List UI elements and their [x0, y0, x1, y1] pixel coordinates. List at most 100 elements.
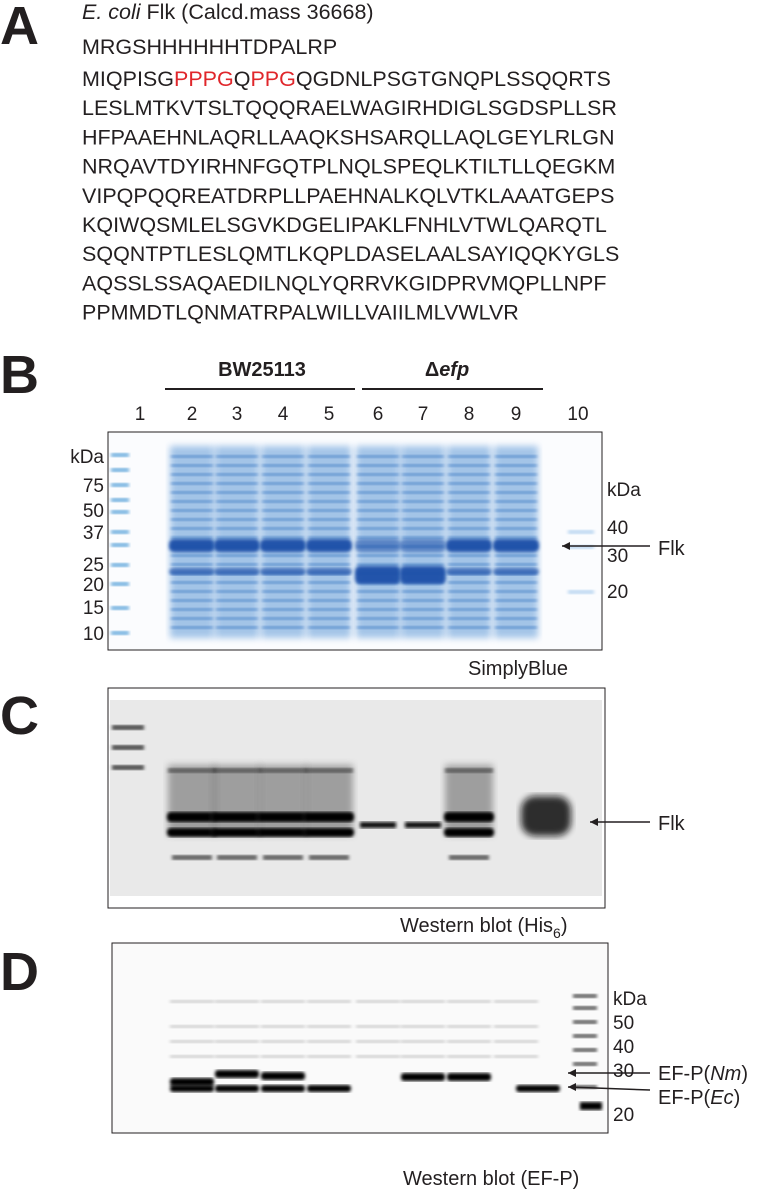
gel-bands: [111, 446, 594, 638]
band: [445, 768, 493, 773]
band: [308, 554, 350, 557]
ladder-band: [111, 606, 129, 610]
band: [357, 554, 399, 557]
sequence-line: VIPQPQQREATDRPLLPAEHNALKQLVTKLAAATGEPS: [82, 184, 615, 208]
sequence-line: HFPAAEHNLAQRLLAAQKSHSARQLLAQLGEYLRLGN: [82, 125, 615, 149]
band: [216, 473, 258, 476]
band: [308, 464, 350, 467]
band: [448, 608, 490, 611]
flk-band: [355, 539, 401, 552]
band: [495, 518, 537, 521]
band: [216, 509, 258, 512]
band: [262, 590, 304, 593]
band: [171, 518, 213, 521]
lane-number: 6: [373, 404, 384, 425]
band: [449, 855, 489, 860]
band: [262, 608, 304, 611]
band: [262, 599, 304, 602]
band: [308, 527, 350, 530]
band: [357, 482, 399, 485]
band: [405, 822, 441, 828]
faint-band: [494, 1025, 538, 1028]
flk-band: [304, 828, 354, 837]
lane-number: 1: [135, 404, 146, 425]
faint-band: [356, 1025, 400, 1028]
band: [402, 617, 444, 620]
residues: AQSSLSSAQAEDILNQLYQRRVKGIDPRVMQPLLNPF: [82, 271, 607, 295]
band: [493, 568, 539, 575]
marker-label: 10: [83, 624, 104, 645]
faint-band: [356, 1055, 400, 1058]
faint-band: [447, 1000, 491, 1003]
faint-band: [261, 1000, 305, 1003]
band: [308, 536, 350, 539]
flk-band: [167, 812, 217, 822]
faint-band: [261, 1025, 305, 1028]
band: [402, 455, 444, 458]
panel-label: C: [0, 686, 39, 746]
band: [400, 566, 446, 584]
species: E. coli: [82, 0, 142, 24]
band: [495, 473, 537, 476]
ladder-band: [111, 510, 129, 514]
band: [308, 482, 350, 485]
band: [448, 554, 490, 557]
band: [216, 554, 258, 557]
band: [216, 491, 258, 494]
band: [448, 491, 490, 494]
band-label: Flk: [658, 813, 686, 835]
faint-band: [307, 1025, 351, 1028]
flk-band: [306, 539, 352, 552]
band: [402, 608, 444, 611]
marker-label: 30: [613, 1061, 634, 1082]
flk-band: [260, 539, 306, 552]
band: [262, 527, 304, 530]
band: [262, 491, 304, 494]
marker-label: kDa: [613, 989, 647, 1010]
band: [171, 500, 213, 503]
band: [357, 509, 399, 512]
band: [448, 617, 490, 620]
marker-label: 20: [607, 582, 628, 603]
band: [308, 500, 350, 503]
gene: efp: [439, 359, 469, 381]
lane-number: 9: [511, 404, 522, 425]
band: [448, 590, 490, 593]
faint-band: [170, 1025, 214, 1028]
band: [262, 464, 304, 467]
title-text: Flk (Calcd.mass 36668): [141, 0, 374, 24]
band: [448, 626, 490, 629]
faint-band: [356, 1040, 400, 1043]
band: [216, 590, 258, 593]
band-label: Flk: [658, 538, 686, 560]
flk-band: [444, 812, 494, 822]
caption-text: Western blot (His: [400, 915, 553, 937]
ladder-band: [111, 498, 129, 502]
marker-label: 20: [613, 1105, 634, 1126]
band: [448, 581, 490, 584]
band: [448, 509, 490, 512]
faint-band: [401, 1040, 445, 1043]
band: [262, 626, 304, 629]
residues: Q: [234, 67, 251, 91]
band: [216, 617, 258, 620]
lane-number: 2: [187, 404, 198, 425]
residues: PPMMDTLQNMATRPALWILLVAIILMLVWLVR: [82, 301, 519, 325]
band: [402, 518, 444, 521]
band: [448, 455, 490, 458]
residues: PPPG: [174, 67, 234, 91]
band: [217, 855, 257, 860]
faint-band: [307, 1055, 351, 1058]
delta: Δ: [425, 359, 439, 381]
band: [446, 568, 492, 575]
band: [448, 527, 490, 530]
flk-band: [258, 812, 308, 822]
residues: LESLMTKVTSLTQQQRAELWAGIRHDIGLSGDSPLLSR: [82, 96, 617, 120]
band: [171, 536, 213, 539]
band: [171, 473, 213, 476]
faint-band: [447, 1040, 491, 1043]
ladder-band: [573, 1006, 597, 1010]
band: [215, 1085, 259, 1092]
faint-band: [215, 1040, 259, 1043]
blot: [111, 942, 609, 1134]
